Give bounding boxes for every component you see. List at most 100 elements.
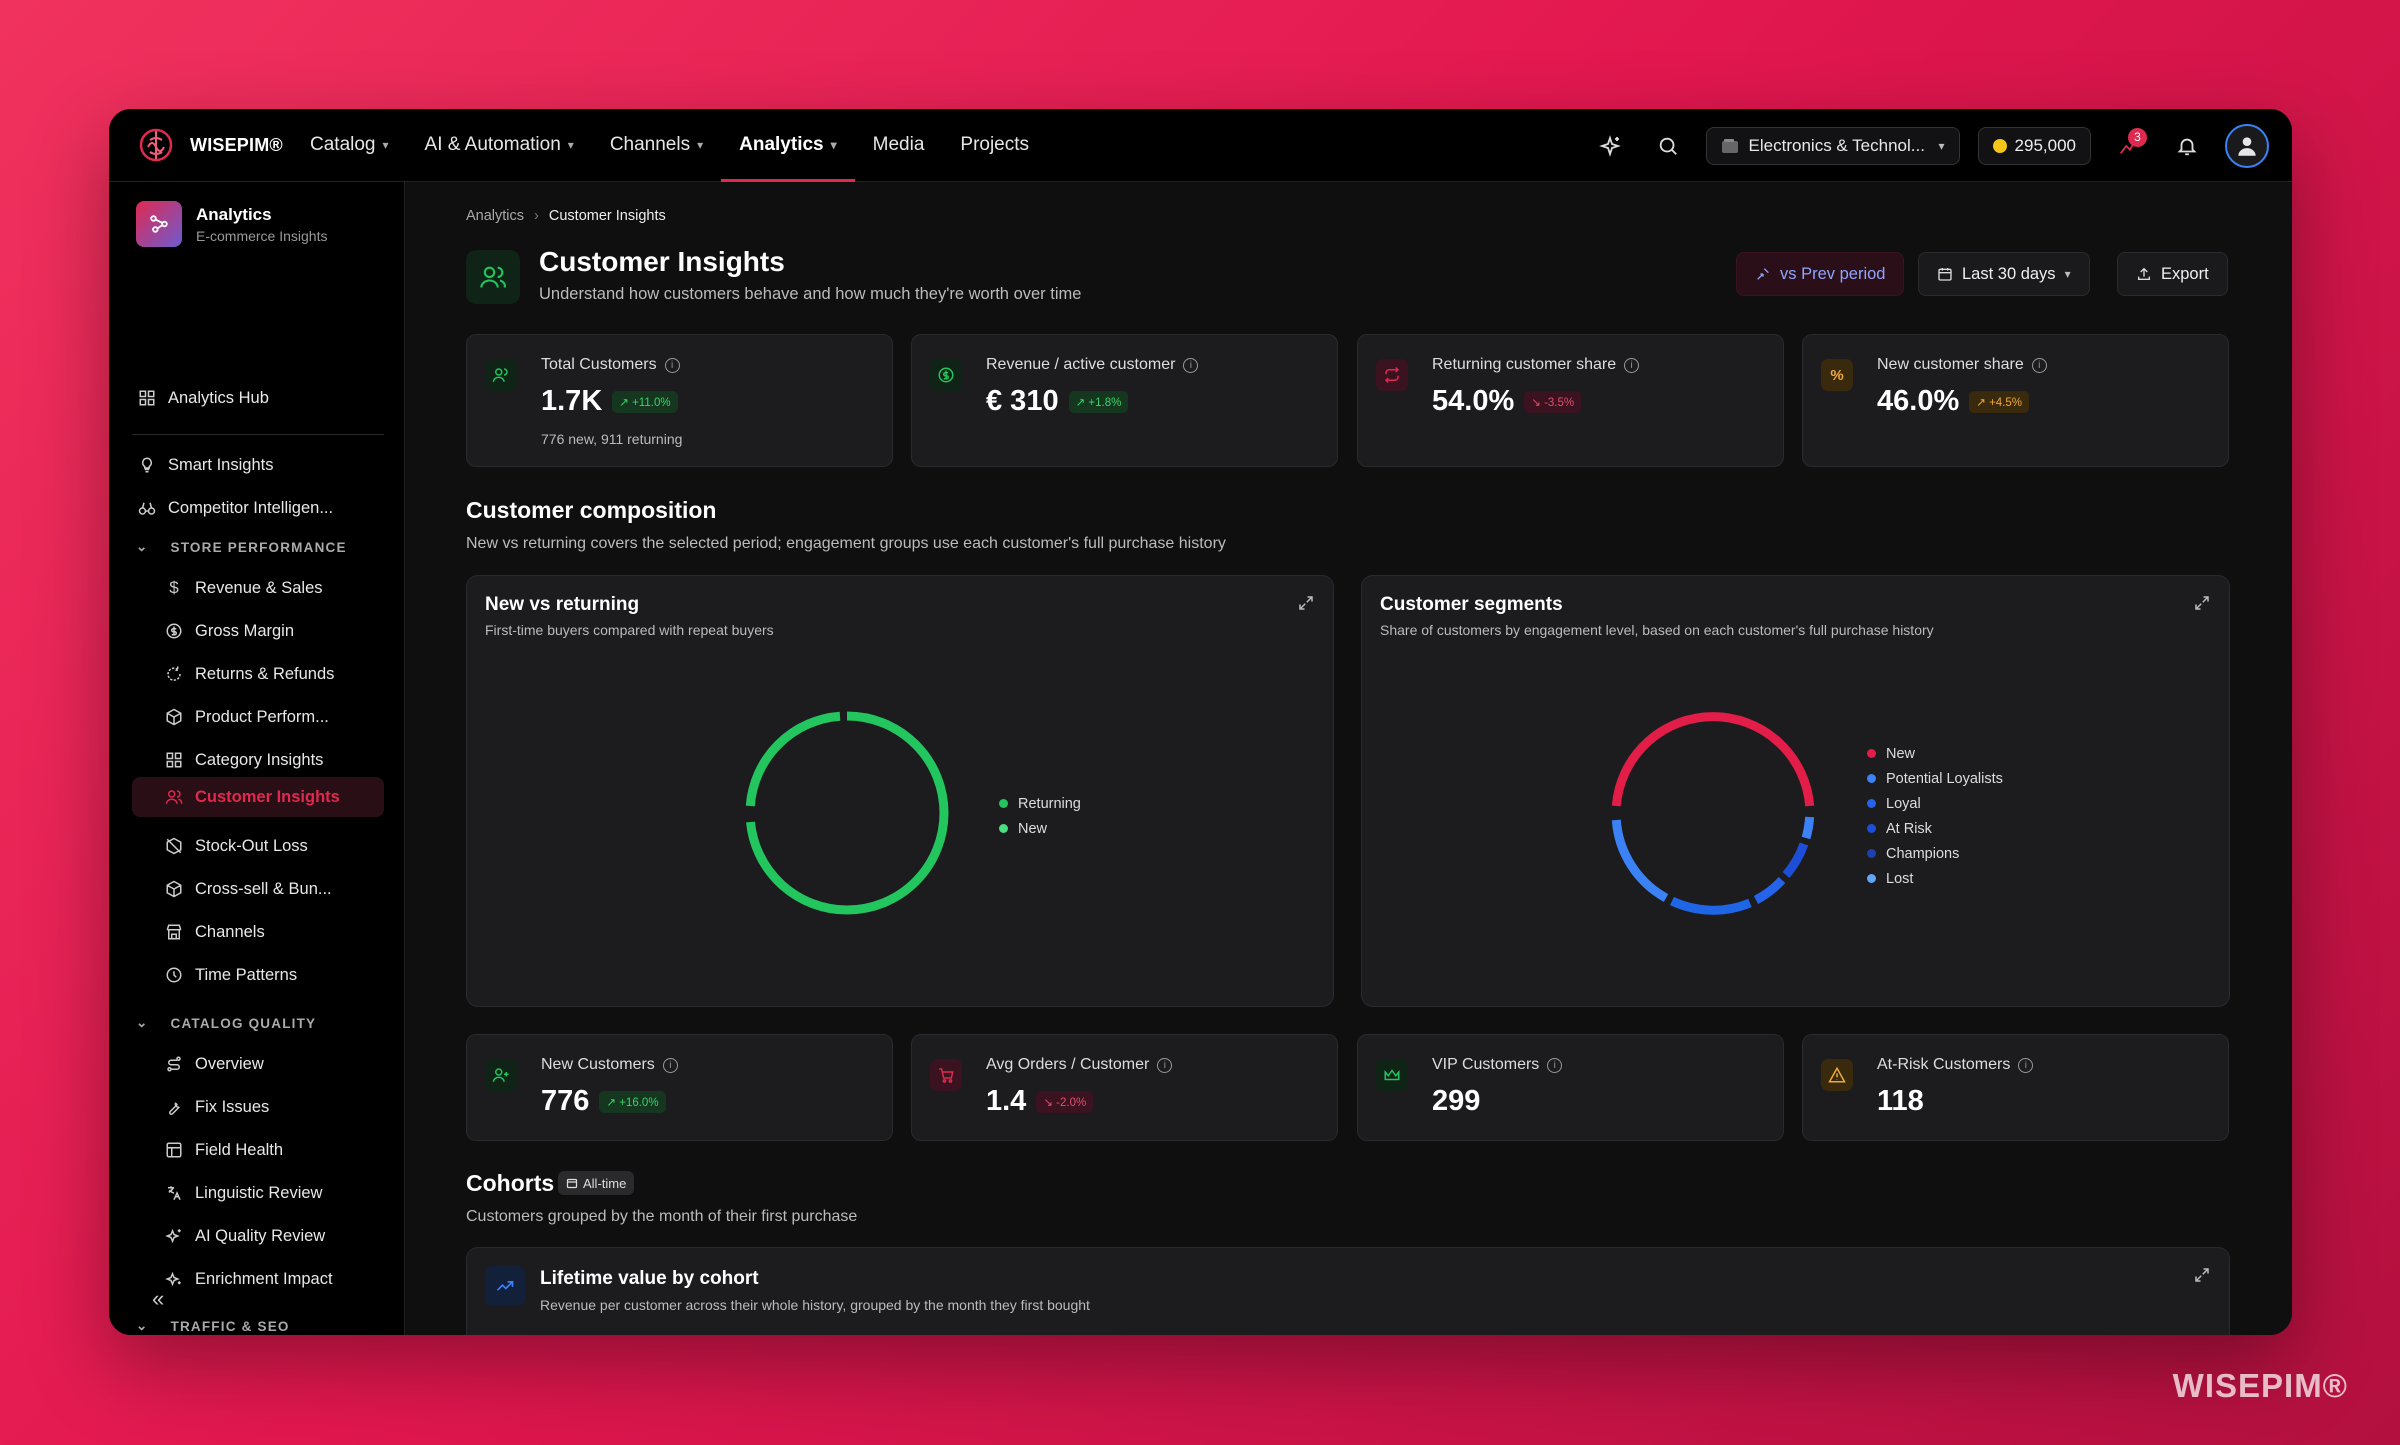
sidebar-item-gross-margin[interactable]: Gross Margin <box>165 612 294 650</box>
expand-icon[interactable] <box>2193 1266 2211 1284</box>
upload-icon <box>2138 267 2150 280</box>
info-icon[interactable]: i <box>1624 357 1640 373</box>
legend-dot <box>1867 874 1876 883</box>
export-button[interactable]: Export <box>2117 252 2228 296</box>
sidebar-item-analytics-hub[interactable]: Analytics Hub <box>138 379 269 417</box>
search-button[interactable] <box>1648 126 1688 166</box>
kpi-value-text: 54.0% <box>1432 385 1515 417</box>
brand-logo[interactable]: WISEPIM® <box>136 125 286 165</box>
donut-segment-potential-loyalists[interactable] <box>1801 816 1815 840</box>
info-icon[interactable]: i <box>2031 357 2047 373</box>
nav-projects[interactable]: Projects <box>942 109 1047 182</box>
donut-segment-returning[interactable] <box>746 711 949 915</box>
compare-previous-period-button[interactable]: vs Prev period <box>1736 252 1905 296</box>
sidebar-item-overview[interactable]: Overview <box>165 1045 264 1083</box>
info-icon[interactable]: i <box>1157 1057 1173 1073</box>
legend-dot <box>1867 799 1876 808</box>
info-icon[interactable]: i <box>1547 1057 1563 1073</box>
sidebar: Analytics E-commerce Insights Analytics … <box>109 182 405 1335</box>
sidebar-item-customer-insights[interactable]: Customer Insights <box>165 778 340 816</box>
coin-dollar-icon <box>166 623 182 639</box>
sidebar-item-stock-out-loss[interactable]: Stock-Out Loss <box>165 827 308 865</box>
ai-sparkle-button[interactable] <box>1590 126 1630 166</box>
sidebar-item-channels[interactable]: Channels <box>165 913 265 951</box>
info-icon[interactable]: i <box>664 357 680 373</box>
expand-icon[interactable] <box>1297 594 1315 612</box>
box-icon <box>166 880 182 898</box>
sidebar-item-category-insights[interactable]: Category Insights <box>165 741 323 779</box>
chevron-down-icon: ▾ <box>2064 267 2071 281</box>
sidebar-item-competitor-intelligence[interactable]: Competitor Intelligen... <box>138 489 333 527</box>
sidebar-item-revenue-sales[interactable]: $ Revenue & Sales <box>165 569 322 607</box>
sidebar-item-field-health[interactable]: Field Health <box>165 1131 283 1169</box>
nav-media[interactable]: Media <box>855 109 943 182</box>
section-catalog-quality[interactable]: ⌄ CATALOG QUALITY <box>136 1015 316 1031</box>
section-traffic-seo[interactable]: ⌄ TRAFFIC & SEO <box>136 1318 290 1334</box>
panel-subtitle: Share of customers by engagement level, … <box>1380 622 1934 638</box>
kpi-note: 776 new, 911 returning <box>541 431 683 447</box>
info-icon[interactable]: i <box>1183 357 1199 373</box>
crown-icon <box>1384 1069 1400 1081</box>
user-avatar[interactable] <box>2225 123 2269 168</box>
sidebar-item-returns-refunds[interactable]: Returns & Refunds <box>165 655 334 693</box>
donut-segment-loyal[interactable] <box>1782 842 1809 878</box>
nav-analytics[interactable]: Analytics ▾ <box>721 109 855 182</box>
sidebar-item-ai-quality-review[interactable]: AI Quality Review <box>165 1217 325 1255</box>
legend-item[interactable]: New <box>1867 741 2003 766</box>
credits-display[interactable]: 295,000 <box>1977 126 2091 165</box>
legend-item[interactable]: Returning <box>999 791 1081 816</box>
sidebar-item-label: Cross-sell & Bun... <box>195 879 332 898</box>
notification-count-badge: 3 <box>2128 127 2147 147</box>
section-store-performance[interactable]: ⌄ STORE PERFORMANCE <box>136 539 347 555</box>
nav-channels[interactable]: Channels ▾ <box>592 109 721 182</box>
legend-item[interactable]: New <box>999 816 1081 841</box>
dollar-icon: $ <box>169 578 179 597</box>
activity-button[interactable]: 3 <box>2109 126 2149 166</box>
kpi-card-new-customers: New Customers i 776 ↗ +16.0% <box>466 1034 893 1141</box>
sidebar-item-enrichment-impact[interactable]: Enrichment Impact <box>165 1260 333 1298</box>
sidebar-item-fix-issues[interactable]: Fix Issues <box>165 1088 269 1126</box>
info-icon[interactable]: i <box>662 1057 678 1073</box>
breadcrumb-parent-link[interactable]: Analytics <box>466 208 525 224</box>
legend-label: Returning <box>1018 795 1081 812</box>
donut-segment-new[interactable] <box>745 711 841 807</box>
kpi-label-text: Revenue / active customer <box>986 356 1176 373</box>
kpi-card-total-customers: Total Customers i 1.7K ↗ +11.0% 776 new, 9… <box>466 334 893 467</box>
kpi-value-text: 299 <box>1432 1085 1481 1117</box>
nav-label: Media <box>872 134 925 155</box>
sparkle-icon <box>1598 134 1621 157</box>
nav-catalog[interactable]: Catalog ▾ <box>292 109 407 182</box>
sidebar-item-linguistic-review[interactable]: Linguistic Review <box>165 1174 322 1212</box>
kpi-icon-wrap <box>930 1059 962 1091</box>
legend-item[interactable]: At Risk <box>1867 816 2003 841</box>
user-plus-icon <box>492 1068 509 1082</box>
section-title: TRAFFIC & SEO <box>170 1318 290 1334</box>
sidebar-item-product-performance[interactable]: Product Perform... <box>165 698 329 736</box>
nav-label: AI & Automation <box>424 134 561 155</box>
legend-item[interactable]: Loyal <box>1867 791 2003 816</box>
date-range-label: Last 30 days <box>1962 264 2056 283</box>
sidebar-item-label: Category Insights <box>195 750 324 769</box>
donut-segment-at-risk[interactable] <box>1753 876 1786 904</box>
info-icon[interactable]: i <box>2018 1057 2034 1073</box>
kpi-icon-wrap <box>1376 359 1408 391</box>
repeat-icon <box>1384 366 1400 384</box>
sidebar-item-time-patterns[interactable]: Time Patterns <box>165 956 297 994</box>
sidebar-item-cross-sell[interactable]: Cross-sell & Bun... <box>165 870 332 908</box>
legend-item[interactable]: Lost <box>1867 866 2003 891</box>
sidebar-item-smart-insights[interactable]: Smart Insights <box>138 446 273 484</box>
expand-icon[interactable] <box>2193 594 2211 612</box>
collapse-sidebar-button[interactable]: « <box>152 1280 164 1318</box>
store-selector[interactable]: Electronics & Technol... ▾ <box>1705 126 1960 165</box>
kpi-card-revenue-per-customer: Revenue / active customer i € 310 ↗ +1.8% <box>911 334 1338 467</box>
date-range-selector[interactable]: Last 30 days ▾ <box>1918 252 2090 296</box>
donut-segment-new[interactable] <box>1611 712 1815 807</box>
donut-segment-champions[interactable] <box>1670 896 1752 915</box>
legend-item[interactable]: Potential Loyalists <box>1867 766 2003 791</box>
notifications-button[interactable] <box>2167 126 2207 166</box>
return-arrow-icon <box>167 666 181 681</box>
nav-ai-automation[interactable]: AI & Automation ▾ <box>407 109 592 182</box>
donut-segment-lost[interactable] <box>1611 819 1669 902</box>
sidebar-item-label: Fix Issues <box>195 1097 270 1116</box>
legend-item[interactable]: Champions <box>1867 841 2003 866</box>
